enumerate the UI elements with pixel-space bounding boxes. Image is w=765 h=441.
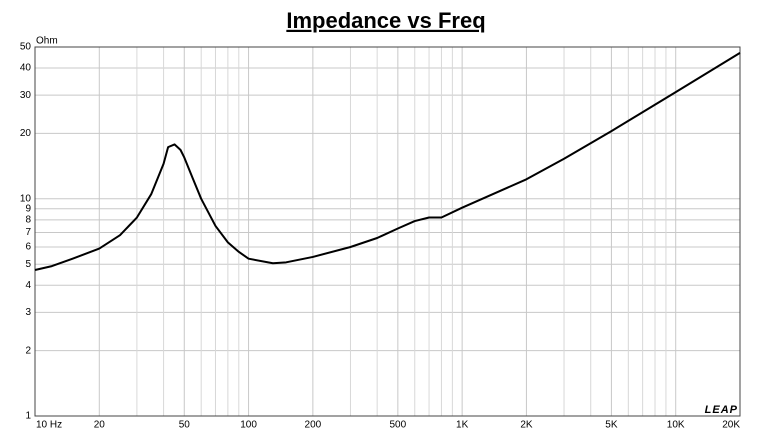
y-tick-label: 9: [25, 203, 31, 214]
x-tick-label: 10 Hz: [36, 420, 62, 431]
x-tick-label: 2K: [520, 420, 533, 431]
x-tick-label: 20: [94, 420, 106, 431]
x-tick-label: 5K: [605, 420, 618, 431]
x-tick-label: 500: [390, 420, 407, 431]
y-tick-label: 3: [25, 307, 31, 318]
y-tick-label: 20: [20, 128, 32, 139]
x-tick-label: 200: [305, 420, 322, 431]
y-tick-label: 50: [20, 42, 32, 53]
y-tick-label: 5: [25, 259, 31, 270]
y-tick-label: 10: [20, 193, 32, 204]
y-unit: Ohm: [36, 36, 58, 47]
x-tick-label: 100: [240, 420, 257, 431]
x-tick-label: 20K: [722, 420, 740, 431]
y-tick-label: 30: [20, 90, 32, 101]
x-tick-label: 1K: [456, 420, 469, 431]
grid: [34, 46, 741, 417]
y-tick-label: 4: [25, 280, 31, 291]
y-tick-label: 1: [25, 411, 31, 422]
logo: LEAP: [705, 404, 738, 416]
y-tick-label: 40: [20, 63, 32, 74]
y-tick-label: 2: [25, 345, 31, 356]
y-tick-label: 8: [25, 214, 31, 225]
plot-frame: [34, 46, 741, 417]
y-tick-label: 7: [25, 227, 31, 238]
impedance-curve: [34, 51, 741, 272]
chart-title: Impedance vs Freq: [286, 8, 485, 33]
x-tick-label: 50: [179, 420, 191, 431]
y-tick-label: 6: [25, 242, 31, 253]
x-tick-label: 10K: [667, 420, 685, 431]
